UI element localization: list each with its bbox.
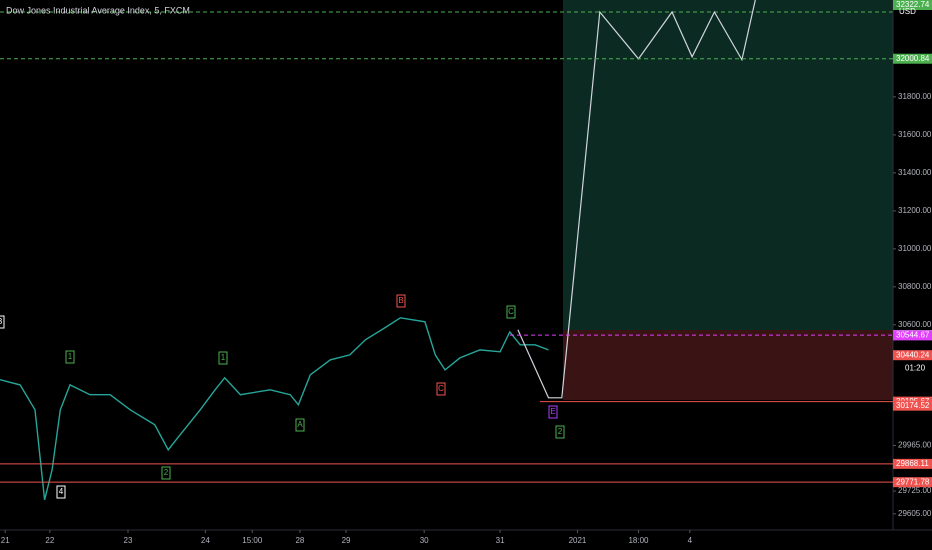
wave-label-box [218, 351, 228, 365]
wave-label-box [396, 294, 406, 308]
x-tick-label: 30 [420, 536, 429, 545]
price-tag-label: 32000.84 [896, 54, 930, 63]
loss-zone [563, 330, 893, 400]
y-tick-label: 31200.00 [898, 206, 932, 215]
price-tag [893, 0, 932, 10]
wave-label: 3 [0, 317, 3, 326]
y-tick-label: 29725.00 [898, 486, 932, 495]
price-line [0, 317, 549, 500]
wave-label-box [548, 405, 558, 419]
wave-label: 4 [59, 487, 64, 496]
wave-label: 2 [558, 427, 563, 436]
chart-title: Dow Jones Industrial Average Index, 5, F… [6, 5, 190, 15]
price-line [517, 0, 756, 399]
y-tick-label: 29965.00 [898, 441, 932, 450]
x-tick-label: 31 [496, 536, 505, 545]
price-tag [893, 350, 932, 361]
x-tick-label: 28 [295, 536, 304, 545]
wave-label: C [508, 307, 514, 316]
wave-label-box [161, 466, 171, 480]
wave-label: E [550, 407, 555, 416]
y-tick-label: 31600.00 [898, 130, 932, 139]
wave-label-box [65, 350, 75, 364]
price-tag-label: 32322.74 [896, 0, 930, 9]
profit-zone [563, 0, 893, 330]
wave-label: C [438, 384, 444, 393]
y-tick-label: 30800.00 [898, 282, 932, 291]
y-tick-label: 29605.00 [898, 509, 932, 518]
y-tick-label: 31400.00 [898, 168, 932, 177]
wave-label-box [555, 425, 565, 439]
x-tick-label: 15:00 [242, 536, 263, 545]
wave-label-box [506, 305, 516, 319]
wave-label: B [398, 296, 403, 305]
price-tag-label: 30174.52 [896, 401, 930, 410]
price-tag [893, 477, 932, 488]
x-tick-label: 4 [688, 536, 693, 545]
y-tick-label: 30600.00 [898, 320, 932, 329]
x-tick-label: 24 [201, 536, 210, 545]
wave-label: A [297, 420, 303, 429]
price-tag [893, 330, 932, 341]
wave-label: 1 [221, 353, 226, 362]
x-tick-label: 2021 [569, 536, 587, 545]
price-tag-label: 29771.78 [896, 477, 930, 486]
price-tag [893, 458, 932, 469]
x-tick-label: 29 [342, 536, 351, 545]
price-tag-label: 29868.11 [896, 459, 929, 468]
x-tick-label: 18:00 [628, 536, 649, 545]
price-tag-label: 30440.24 [896, 350, 930, 359]
x-tick-label: 23 [124, 536, 133, 545]
currency: USD [899, 7, 916, 16]
y-tick-label: 31800.00 [898, 92, 932, 101]
price-tag [893, 53, 932, 64]
countdown: 01:20 [905, 363, 926, 372]
wave-label-box [436, 382, 446, 396]
price-tag [893, 400, 932, 411]
wave-label-box [56, 485, 66, 499]
wave-label: 1 [68, 352, 73, 361]
wave-label: 2 [164, 468, 169, 477]
price-tag-label: 30544.67 [896, 330, 930, 339]
y-tick-label: 31000.00 [898, 244, 932, 253]
wave-label-box [295, 418, 305, 432]
x-tick-label: 21 [1, 536, 10, 545]
x-tick-label: 22 [45, 536, 54, 545]
wave-label-box [0, 315, 5, 329]
